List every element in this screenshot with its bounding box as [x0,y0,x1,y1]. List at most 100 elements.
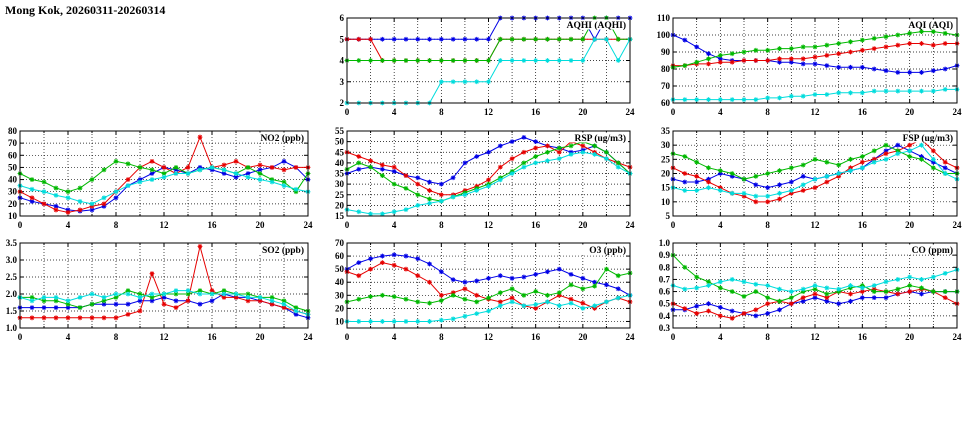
x-tick-label: 8 [439,220,444,230]
chart-co: 0.3 0.4 0.5 0.6 0.7 0.8 0.9 1.0 0 4 8 12 16 20 24 CO (p… [659,238,962,342]
axis-labels: 2 3 4 5 6 0 4 8 12 16 20 24 [340,13,636,117]
y-tick-label: 35 [661,126,671,136]
series-markers [670,142,960,182]
x-tick-label: 16 [531,332,541,342]
plot-border [346,242,631,329]
y-tick-label: 30 [335,179,345,189]
x-tick-label: 12 [160,220,170,230]
y-tick-label: 70 [335,238,345,248]
y-tick-label: 10 [335,316,345,326]
x-tick-label: 20 [905,332,915,342]
y-tick-label: 3 [340,77,345,87]
x-tick-label: 4 [718,107,723,117]
y-tick-label: 0.5 [659,299,671,309]
chart-no2: 10 20 30 40 50 60 70 80 0 4 8 12 16 20 24 NO2 (ppb) [8,126,313,230]
axis-labels: 5 10 15 20 25 30 35 0 4 8 12 16 20 24 [661,126,962,230]
x-tick-label: 0 [671,220,676,230]
x-tick-label: 20 [256,332,266,342]
y-tick-label: 60 [335,251,345,261]
axis-labels: 60 70 80 90 100 110 0 4 8 12 16 20 24 [657,13,963,117]
chart-title-bg [906,244,955,255]
x-tick-label: 8 [765,220,770,230]
plot-border [19,242,309,329]
chart-title-bg [890,132,955,143]
x-tick-label: 0 [671,107,676,117]
y-tick-label: 5 [666,211,671,221]
y-tick-label: 20 [8,199,18,209]
axis-labels: 10 20 30 40 50 60 70 80 0 4 8 12 16 20 24 [8,126,313,230]
y-tick-label: 25 [335,190,345,200]
y-tick-label: 6 [340,13,345,23]
series-cyan [17,288,311,317]
series-markers [344,252,633,298]
x-tick-label: 24 [953,107,963,117]
series-green [344,266,633,306]
y-tick-label: 100 [657,30,671,40]
x-tick-label: 0 [345,332,350,342]
y-tick-label: 0.3 [659,323,671,333]
y-tick-label: 3.5 [6,238,18,248]
y-tick-label: 0.7 [659,274,671,284]
chart-aqi: 60 70 80 90 100 110 0 4 8 12 16 20 24 AQI (AQI) [657,13,963,117]
y-tick-label: 110 [657,13,671,23]
x-tick-label: 4 [66,220,71,230]
x-tick-label: 0 [671,332,676,342]
axis-labels: 10 20 30 40 50 60 70 0 4 8 12 16 20 24 [335,238,635,342]
y-tick-label: 30 [335,290,345,300]
y-tick-label: 60 [8,150,18,160]
x-tick-label: 8 [439,107,444,117]
x-tick-label: 8 [765,332,770,342]
y-tick-label: 50 [335,137,345,147]
y-tick-label: 2 [340,98,345,108]
x-tick-label: 8 [439,332,444,342]
x-tick-label: 16 [531,107,541,117]
axis-labels: 0.3 0.4 0.5 0.6 0.7 0.8 0.9 1.0 0 4 8 12 16 20 24 [659,238,962,342]
chart-so2: 1.0 1.5 2.0 2.5 3.0 3.5 0 4 8 12 16 20 24 SO2 (ppb) [6,238,313,342]
plot-border [672,17,958,104]
series-cyan [17,165,311,207]
y-tick-label: 50 [8,162,18,172]
x-tick-label: 20 [578,332,588,342]
x-tick-label: 16 [858,220,868,230]
y-tick-label: 20 [335,200,345,210]
chart-title: RSP (ug/m3) [575,133,626,144]
chart-title: SO2 (ppb) [262,245,304,256]
y-tick-label: 15 [661,183,671,193]
y-tick-label: 70 [661,81,671,91]
y-tick-label: 0.9 [659,250,671,260]
x-tick-label: 12 [484,332,494,342]
axis-labels: 1.0 1.5 2.0 2.5 3.0 3.5 0 4 8 12 16 20 24 [6,238,313,342]
series-blue [344,252,633,298]
x-tick-label: 8 [765,107,770,117]
chart-title-bg [563,132,628,143]
x-tick-label: 8 [114,332,119,342]
y-tick-label: 20 [335,303,345,313]
y-tick-label: 30 [661,140,671,150]
chart-title-bg [252,244,306,255]
plot-border [346,130,631,217]
y-tick-label: 5 [340,34,345,44]
x-tick-label: 0 [18,220,23,230]
series-markers [344,266,633,306]
chart-aqhi: 2 3 4 5 6 0 4 8 12 16 20 24 AQHI (AQHI) [340,13,636,117]
x-tick-label: 0 [345,220,350,230]
series-cyan [344,292,633,324]
series-line [672,144,957,180]
y-tick-label: 2.0 [6,289,18,299]
series-cyan [344,36,633,106]
plot-border [19,130,309,217]
series-line [346,254,631,296]
series-line [346,136,631,185]
x-tick-label: 12 [811,107,821,117]
x-tick-label: 20 [905,107,915,117]
x-tick-label: 16 [858,332,868,342]
y-tick-label: 25 [661,154,671,164]
x-tick-label: 4 [66,332,71,342]
y-tick-label: 3.0 [6,255,18,265]
plot-border [672,130,958,217]
x-tick-label: 16 [208,220,218,230]
x-tick-label: 20 [578,107,588,117]
y-tick-label: 40 [8,175,18,185]
y-tick-label: 2.5 [6,272,18,282]
